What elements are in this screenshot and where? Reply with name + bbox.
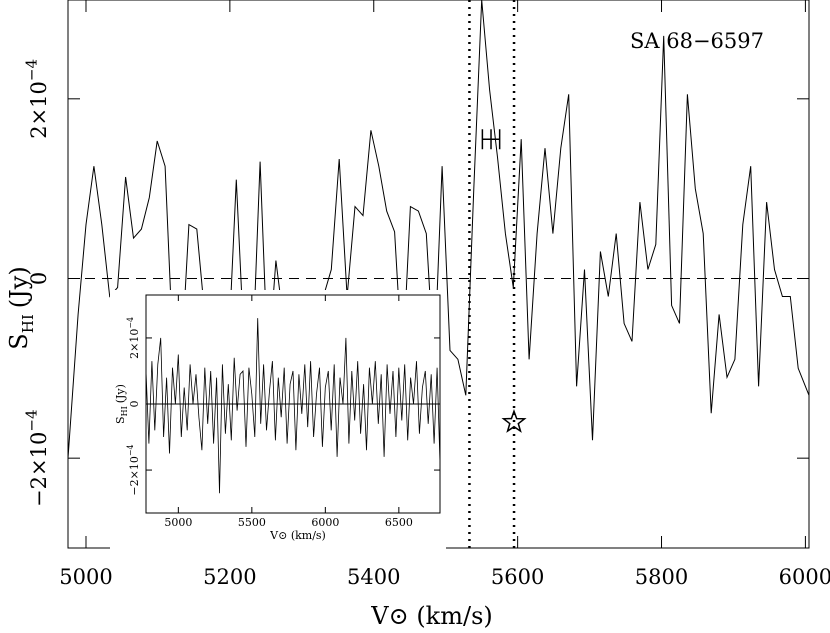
y-axis-label: SHI(Jy) [5, 266, 37, 349]
main-x-tick-labels: 5000 5200 5400 5600 5800 6000 [59, 565, 830, 589]
star-marker [501, 408, 527, 433]
main-ticks [68, 0, 809, 548]
x-tick-label: 5800 [635, 565, 688, 589]
x-tick-label: 6000 [779, 565, 830, 589]
inset-plot-frame [145, 294, 441, 514]
x-axis-label: V⊙ (km/s) [370, 602, 493, 630]
y-tick-label: 2×10−4 [23, 59, 51, 139]
y-tick-label: −2×10−4 [126, 445, 141, 496]
spectrum-line [68, 0, 809, 459]
main-chart: 5000 5200 5400 5600 5800 6000 −2×10−402×10−4 … [5, 0, 830, 630]
main-y-tick-labels: −2×10−4 0 2×10−4 [23, 59, 51, 507]
y-tick-label: 2×10−4 [126, 317, 141, 359]
inset-chart: 5000 5500 6000 6500 −2×10−4 0 2×10−4 V⊙ (km/s… [110, 290, 446, 550]
x-tick-label: 5000 [164, 516, 192, 529]
errorbar-marker [481, 129, 501, 150]
x-tick-label: 5400 [347, 565, 400, 589]
inset-background [110, 290, 446, 550]
inset-x-axis-label: V⊙ (km/s) [269, 529, 326, 542]
x-tick-label: 6500 [385, 516, 413, 529]
x-tick-label: 5600 [491, 565, 544, 589]
x-tick-label: 5200 [203, 565, 256, 589]
y-tick-label: 0 [27, 272, 51, 285]
x-tick-label: 5000 [59, 565, 112, 589]
chart-title: SA 68−6597 [630, 29, 764, 53]
x-tick-label: 6000 [311, 516, 339, 529]
x-tick-label: 5500 [238, 516, 266, 529]
inset-x-tick-labels: 5000 5500 6000 6500 [164, 516, 413, 529]
inset-y-axis-label: SHI(Jy) [114, 384, 129, 424]
velocity-markers [468, 0, 516, 548]
inset-y-tick-labels: −2×10−4 0 2×10−4 [126, 317, 141, 496]
y-tick-label: −2×10−4 [23, 409, 51, 507]
inset-spectrum-line [146, 318, 440, 494]
y-tick-label: 0 [128, 401, 141, 408]
